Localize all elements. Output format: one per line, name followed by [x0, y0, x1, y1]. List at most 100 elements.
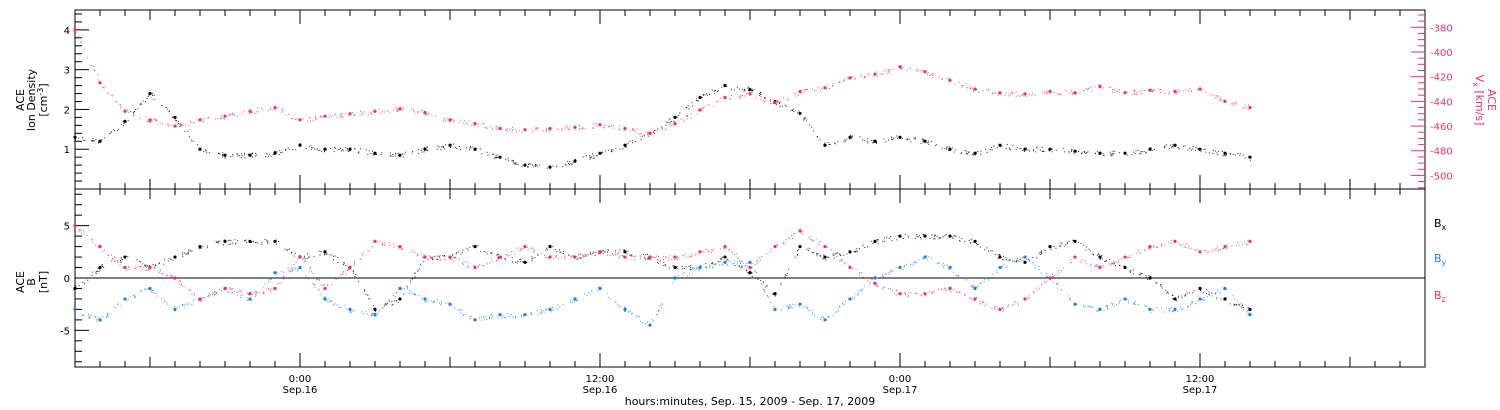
trace-dot [585, 256, 587, 258]
trace-dot [923, 293, 925, 295]
trace-dot [793, 92, 795, 94]
trace-dot [765, 100, 767, 102]
trace-dot [367, 153, 369, 155]
trace-dot [961, 237, 963, 239]
trace-dot [966, 153, 968, 155]
trace-dot [372, 154, 374, 156]
trace-dot [139, 104, 141, 106]
trace-dot [269, 154, 271, 156]
trace-dot [80, 229, 82, 231]
trace-dot [559, 306, 561, 308]
trace-dot [370, 112, 372, 114]
y2-tick-label: -480 [1430, 147, 1453, 158]
trace-dot [901, 68, 903, 70]
trace-dot [237, 240, 239, 242]
trace-dot [867, 142, 869, 144]
trace-dot [1012, 260, 1014, 262]
trace-dot [444, 148, 446, 150]
trace-dot [382, 242, 384, 244]
data-point-vx [173, 124, 177, 128]
trace-dot [1019, 259, 1021, 261]
trace-dot [697, 100, 699, 102]
trace-dot [738, 259, 740, 261]
trace-dot [504, 257, 506, 259]
y-tick-label: 5 [64, 222, 70, 233]
trace-dot [126, 269, 128, 271]
trace-dot [650, 258, 652, 260]
trace-dot [564, 128, 566, 130]
trace-dot [496, 254, 498, 256]
trace-dot [583, 293, 585, 295]
data-point-bz [423, 255, 427, 259]
top-panel-frame [74, 9, 1426, 190]
trace-dot [227, 240, 229, 242]
trace-dot [1190, 247, 1192, 249]
trace-dot [496, 154, 498, 156]
trace-dot [394, 300, 396, 302]
trace-dot [918, 259, 920, 261]
trace-dot [397, 110, 399, 112]
trace-dot [764, 96, 766, 98]
trace-dot [748, 86, 750, 88]
trace-dot [808, 237, 810, 239]
trace-dot [1133, 302, 1135, 304]
trace-dot [174, 306, 176, 308]
trace-dot [497, 259, 499, 261]
trace-dot [786, 305, 788, 307]
trace-dot [1175, 299, 1177, 301]
trace-dot [203, 150, 205, 152]
trace-dot [805, 117, 807, 119]
trace-dot [149, 267, 151, 269]
trace-dot [931, 234, 933, 236]
trace-dot [1236, 299, 1238, 301]
trace-dot [896, 290, 898, 292]
trace-dot [92, 239, 94, 241]
trace-dot [314, 286, 316, 288]
trace-dot [174, 115, 176, 117]
trace-dot [796, 254, 798, 256]
trace-dot [889, 288, 891, 290]
trace-dot [315, 279, 317, 281]
trace-dot [742, 262, 744, 264]
bottom-panel-points [73, 224, 1252, 327]
trace-dot [915, 261, 917, 263]
trace-dot [420, 264, 422, 266]
trace-dot [282, 108, 284, 110]
trace-dot [1087, 151, 1089, 153]
trace-dot [1096, 254, 1098, 256]
trace-dot [1103, 155, 1105, 157]
trace-dot [806, 119, 808, 121]
trace-dot [560, 257, 562, 259]
trace-dot [735, 253, 737, 255]
trace-dot [222, 117, 224, 119]
trace-dot [604, 150, 606, 152]
trace-dot [632, 129, 634, 131]
trace-dot [511, 130, 513, 132]
trace-dot [111, 260, 113, 262]
trace-dot [1033, 291, 1035, 293]
trace-dot [540, 312, 542, 314]
trace-dot [334, 303, 336, 305]
trace-dot [946, 233, 948, 235]
trace-dot [1099, 257, 1101, 259]
trace-dot [842, 259, 844, 261]
trace-dot [932, 72, 934, 74]
trace-dot [580, 128, 582, 130]
trace-dot [83, 233, 85, 235]
trace-dot [365, 311, 367, 313]
trace-dot [1041, 147, 1043, 149]
trace-dot [948, 268, 950, 270]
trace-dot [838, 81, 840, 83]
trace-dot [980, 153, 982, 155]
trace-dot [511, 314, 513, 316]
data-point-vx [623, 126, 627, 131]
trace-dot [515, 162, 517, 164]
trace-dot [425, 113, 427, 115]
trace-dot [811, 309, 813, 311]
trace-dot [1208, 152, 1210, 154]
trace-dot [548, 128, 550, 130]
trace-dot [1097, 309, 1099, 311]
trace-dot [1168, 91, 1170, 93]
trace-dot [181, 285, 183, 287]
trace-dot [733, 263, 735, 265]
